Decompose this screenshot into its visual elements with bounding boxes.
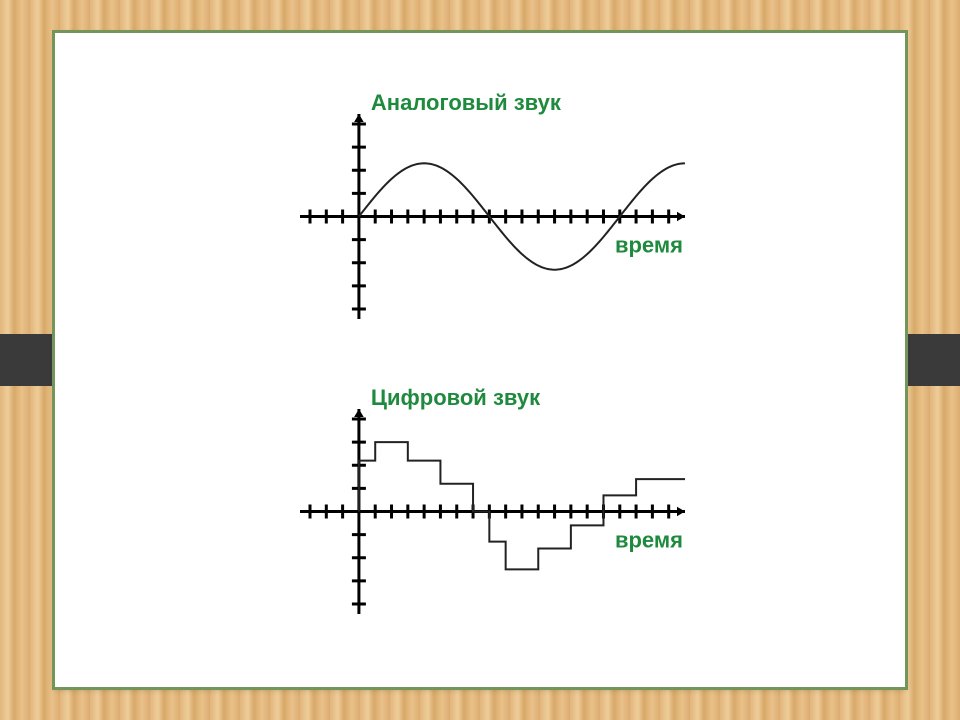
charts-svg: Аналоговый звук время Цифровой звук время [255,66,705,654]
y-axis-arrow [354,114,364,122]
figure-panel: Аналоговый звук время Цифровой звук время [255,66,705,654]
xlabel-digital: время [615,528,683,553]
x-axis-arrow [677,212,685,222]
title-analog: Аналоговый звук [371,90,562,115]
binder-clip-left [0,334,60,386]
y-axis-arrow [354,409,364,417]
chart-analog: Аналоговый звук время [300,90,685,319]
x-axis-arrow [677,507,685,517]
chart-digital: Цифровой звук время [300,385,685,614]
xlabel-analog: время [615,233,683,258]
title-digital: Цифровой звук [371,385,541,410]
binder-clip-right [900,334,960,386]
